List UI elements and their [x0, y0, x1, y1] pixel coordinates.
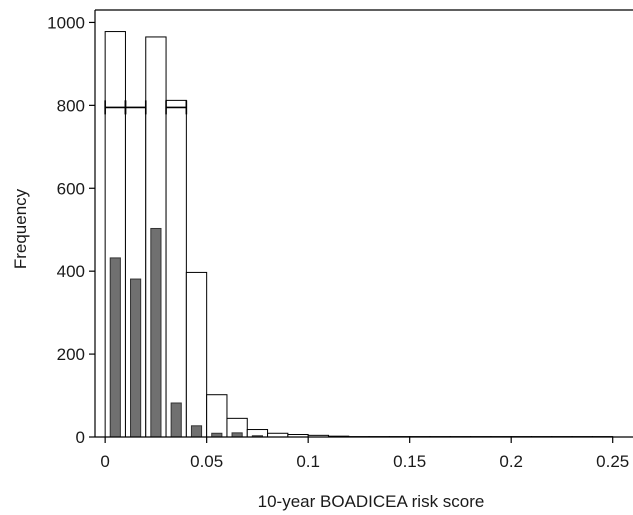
x-axis-title: 10-year BOADICEA risk score: [258, 492, 485, 511]
outline-bars-group: [104, 31, 614, 438]
filled-bar: [170, 402, 182, 438]
filled-bar: [190, 425, 203, 438]
filled-bar: [130, 278, 142, 438]
outline-bar: [206, 394, 228, 438]
y-tick-label: 1000: [47, 13, 85, 32]
x-tick-label: 0.1: [296, 452, 320, 471]
x-tick-label: 0.15: [393, 452, 426, 471]
y-tick-label: 200: [57, 345, 85, 364]
outline-bar: [185, 271, 208, 438]
y-tick-label: 800: [57, 96, 85, 115]
x-tick-label: 0.2: [499, 452, 523, 471]
y-axis-title: Frequency: [11, 188, 30, 269]
y-tick-label: 400: [57, 262, 85, 281]
error-bars-group: [104, 100, 188, 115]
filled-bar: [150, 227, 162, 438]
x-tick-label: 0.25: [596, 452, 629, 471]
x-tick-label: 0.05: [190, 452, 223, 471]
outline-bar: [165, 99, 187, 438]
x-tick-label: 0: [100, 452, 109, 471]
ticks-group: 0 200 400 600 800 1000 0 0.05 0.1 0.15 0.2 0.25: [47, 13, 629, 471]
y-tick-label: 600: [57, 179, 85, 198]
error-bar: [165, 100, 188, 115]
y-tick-label: 0: [76, 428, 85, 447]
axes-group: [94, 9, 633, 438]
error-bar: [124, 100, 147, 115]
filled-bar: [109, 257, 121, 438]
filled-bar: [231, 432, 243, 438]
